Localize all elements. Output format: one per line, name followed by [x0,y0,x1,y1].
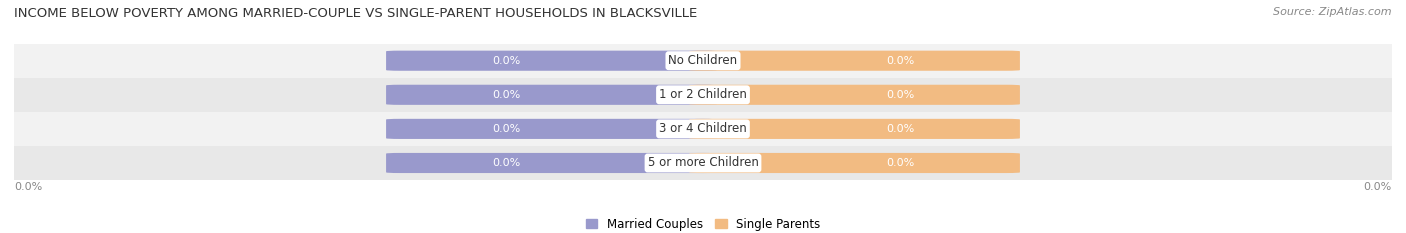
FancyBboxPatch shape [689,85,1019,105]
Text: 3 or 4 Children: 3 or 4 Children [659,122,747,135]
Text: 0.0%: 0.0% [492,90,520,100]
Bar [14,146,1392,180]
Text: 0.0%: 0.0% [492,124,520,134]
Text: 5 or more Children: 5 or more Children [648,157,758,169]
Text: Source: ZipAtlas.com: Source: ZipAtlas.com [1274,7,1392,17]
Text: 0.0%: 0.0% [886,124,914,134]
FancyBboxPatch shape [387,153,717,173]
Text: INCOME BELOW POVERTY AMONG MARRIED-COUPLE VS SINGLE-PARENT HOUSEHOLDS IN BLACKSV: INCOME BELOW POVERTY AMONG MARRIED-COUPL… [14,7,697,20]
Text: 0.0%: 0.0% [886,56,914,66]
Text: No Children: No Children [668,54,738,67]
FancyBboxPatch shape [387,85,717,105]
Bar [14,78,1392,112]
Text: 0.0%: 0.0% [492,158,520,168]
Text: 1 or 2 Children: 1 or 2 Children [659,88,747,101]
FancyBboxPatch shape [689,153,1019,173]
FancyBboxPatch shape [387,119,717,139]
Text: 0.0%: 0.0% [14,182,42,192]
Text: 0.0%: 0.0% [1364,182,1392,192]
Legend: Married Couples, Single Parents: Married Couples, Single Parents [581,213,825,233]
Bar [14,112,1392,146]
FancyBboxPatch shape [689,119,1019,139]
Bar [14,44,1392,78]
FancyBboxPatch shape [387,51,717,71]
Text: 0.0%: 0.0% [492,56,520,66]
Text: 0.0%: 0.0% [886,90,914,100]
FancyBboxPatch shape [689,51,1019,71]
Text: 0.0%: 0.0% [886,158,914,168]
